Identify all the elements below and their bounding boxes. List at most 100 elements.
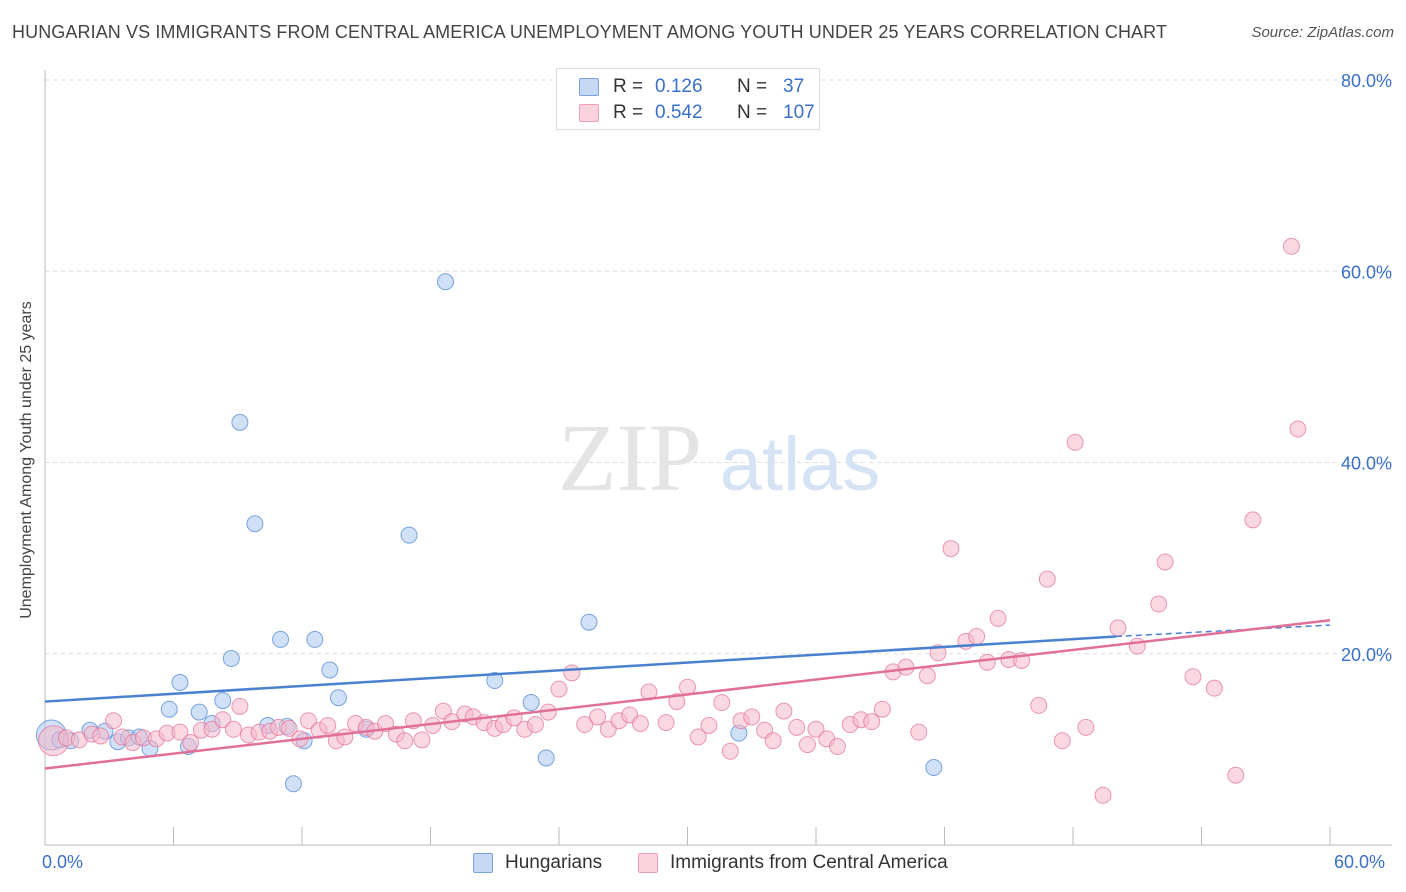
hungarians-point: [522, 694, 540, 712]
immigrants-point: [214, 711, 232, 729]
legend-r-label: R =: [613, 76, 644, 97]
series-immigrants-points: [38, 237, 1307, 804]
y-tick-labels: 20.0% 40.0% 60.0% 80.0%: [1341, 71, 1392, 665]
immigrants-point: [105, 712, 123, 730]
immigrants-point: [721, 742, 739, 760]
immigrants-point: [1109, 619, 1127, 637]
hungarians-point: [537, 749, 555, 767]
immigrants-point: [989, 609, 1007, 627]
immigrants-point: [1053, 732, 1071, 750]
watermark-atlas: atlas: [720, 422, 881, 507]
x-tick-label-max: 60.0%: [1334, 852, 1386, 872]
immigrants-point: [764, 732, 782, 750]
source-label: Source: ZipAtlas.com: [1251, 24, 1394, 41]
immigrants-point: [775, 702, 793, 720]
immigrants-point: [1289, 420, 1307, 438]
immigrants-point: [788, 718, 806, 736]
chart-title: HUNGARIAN VS IMMIGRANTS FROM CENTRAL AME…: [12, 22, 1168, 42]
hungarians-point: [400, 526, 418, 544]
hungarians-point: [222, 650, 240, 668]
hungarians-point: [231, 413, 249, 431]
legend-n-label: N =: [737, 76, 768, 97]
hungarians-point: [925, 759, 943, 777]
immigrants-point: [231, 697, 249, 715]
hungarians-point: [486, 672, 504, 690]
x-tick-label-min: 0.0%: [42, 852, 84, 872]
immigrants-point: [171, 723, 189, 741]
hungarians-point: [329, 689, 347, 707]
axes: [44, 70, 1392, 846]
grid-lines: [45, 79, 1392, 655]
immigrants-point: [576, 716, 594, 734]
immigrants-point: [798, 736, 816, 754]
immigrants-point: [1205, 679, 1223, 697]
immigrants-point: [743, 708, 761, 726]
immigrants-point: [92, 727, 110, 745]
hungarians-point: [306, 630, 324, 648]
legend-n-value: 107: [783, 102, 815, 123]
immigrants-point: [299, 712, 317, 730]
hungarians-point: [321, 661, 339, 679]
immigrants-point: [713, 694, 731, 712]
immigrants-trend-line: [44, 619, 1331, 770]
immigrants-point: [1184, 668, 1202, 686]
immigrants-point: [182, 734, 200, 752]
hungarians-point: [436, 273, 454, 291]
hungarians-point: [160, 700, 178, 718]
bottom-legend-label-immigrants: Immigrants from Central America: [670, 852, 948, 873]
immigrants-point: [700, 716, 718, 734]
immigrants-point: [910, 723, 928, 741]
hungarians-trend-line: [44, 635, 1116, 703]
bottom-legend-label-hungarians: Hungarians: [505, 852, 603, 873]
immigrants-point: [1156, 553, 1174, 571]
hungarians-point: [171, 673, 189, 691]
trend-lines: [44, 619, 1331, 770]
hungarians-trend-extension: [1115, 624, 1331, 638]
immigrants-point: [828, 738, 846, 756]
immigrants-point: [1077, 718, 1095, 736]
immigrants-point: [203, 720, 221, 738]
immigrants-point: [807, 720, 825, 738]
immigrants-point: [968, 628, 986, 646]
watermark-zip: ZIP: [558, 404, 702, 511]
immigrants-point: [319, 716, 337, 734]
bottom-legend-swatch-hungarians: [473, 853, 493, 873]
immigrants-point: [873, 700, 891, 718]
hungarians-point: [214, 692, 232, 710]
watermark: ZIP atlas: [558, 404, 880, 511]
immigrants-point: [657, 714, 675, 732]
legend-r-value: 0.542: [655, 102, 703, 123]
legend-box: R = 0.126 N = 37 R = 0.542 N = 107: [556, 68, 820, 130]
immigrants-point: [1227, 766, 1245, 784]
immigrants-point: [918, 667, 936, 685]
legend-r-label: R =: [613, 102, 644, 123]
immigrants-point: [1150, 595, 1168, 613]
immigrants-point: [897, 658, 915, 676]
legend-n-value: 37: [783, 76, 805, 97]
immigrants-point: [1038, 570, 1056, 588]
y-tick-label: 20.0%: [1341, 645, 1392, 665]
immigrants-point: [1244, 511, 1262, 529]
hungarians-point: [246, 515, 264, 533]
legend-r-value: 0.126: [655, 76, 703, 97]
immigrants-point: [942, 540, 960, 558]
immigrants-point: [689, 728, 707, 746]
immigrants-point: [550, 680, 568, 698]
hungarians-point: [190, 703, 208, 721]
bottom-legend-swatch-immigrants: [638, 853, 658, 873]
immigrants-point: [280, 719, 298, 737]
immigrants-point: [336, 728, 354, 746]
immigrants-point: [1066, 433, 1084, 451]
immigrants-point: [863, 713, 881, 731]
hungarians-point: [580, 613, 598, 631]
immigrants-point: [413, 731, 431, 749]
immigrants-point: [631, 715, 649, 733]
immigrants-point: [1094, 786, 1112, 804]
immigrants-point: [563, 664, 581, 682]
immigrants-point: [526, 716, 544, 734]
y-tick-label: 80.0%: [1341, 71, 1392, 91]
hungarians-point: [272, 630, 290, 648]
immigrants-point: [589, 708, 607, 726]
legend-swatch-immigrants: [579, 104, 599, 122]
